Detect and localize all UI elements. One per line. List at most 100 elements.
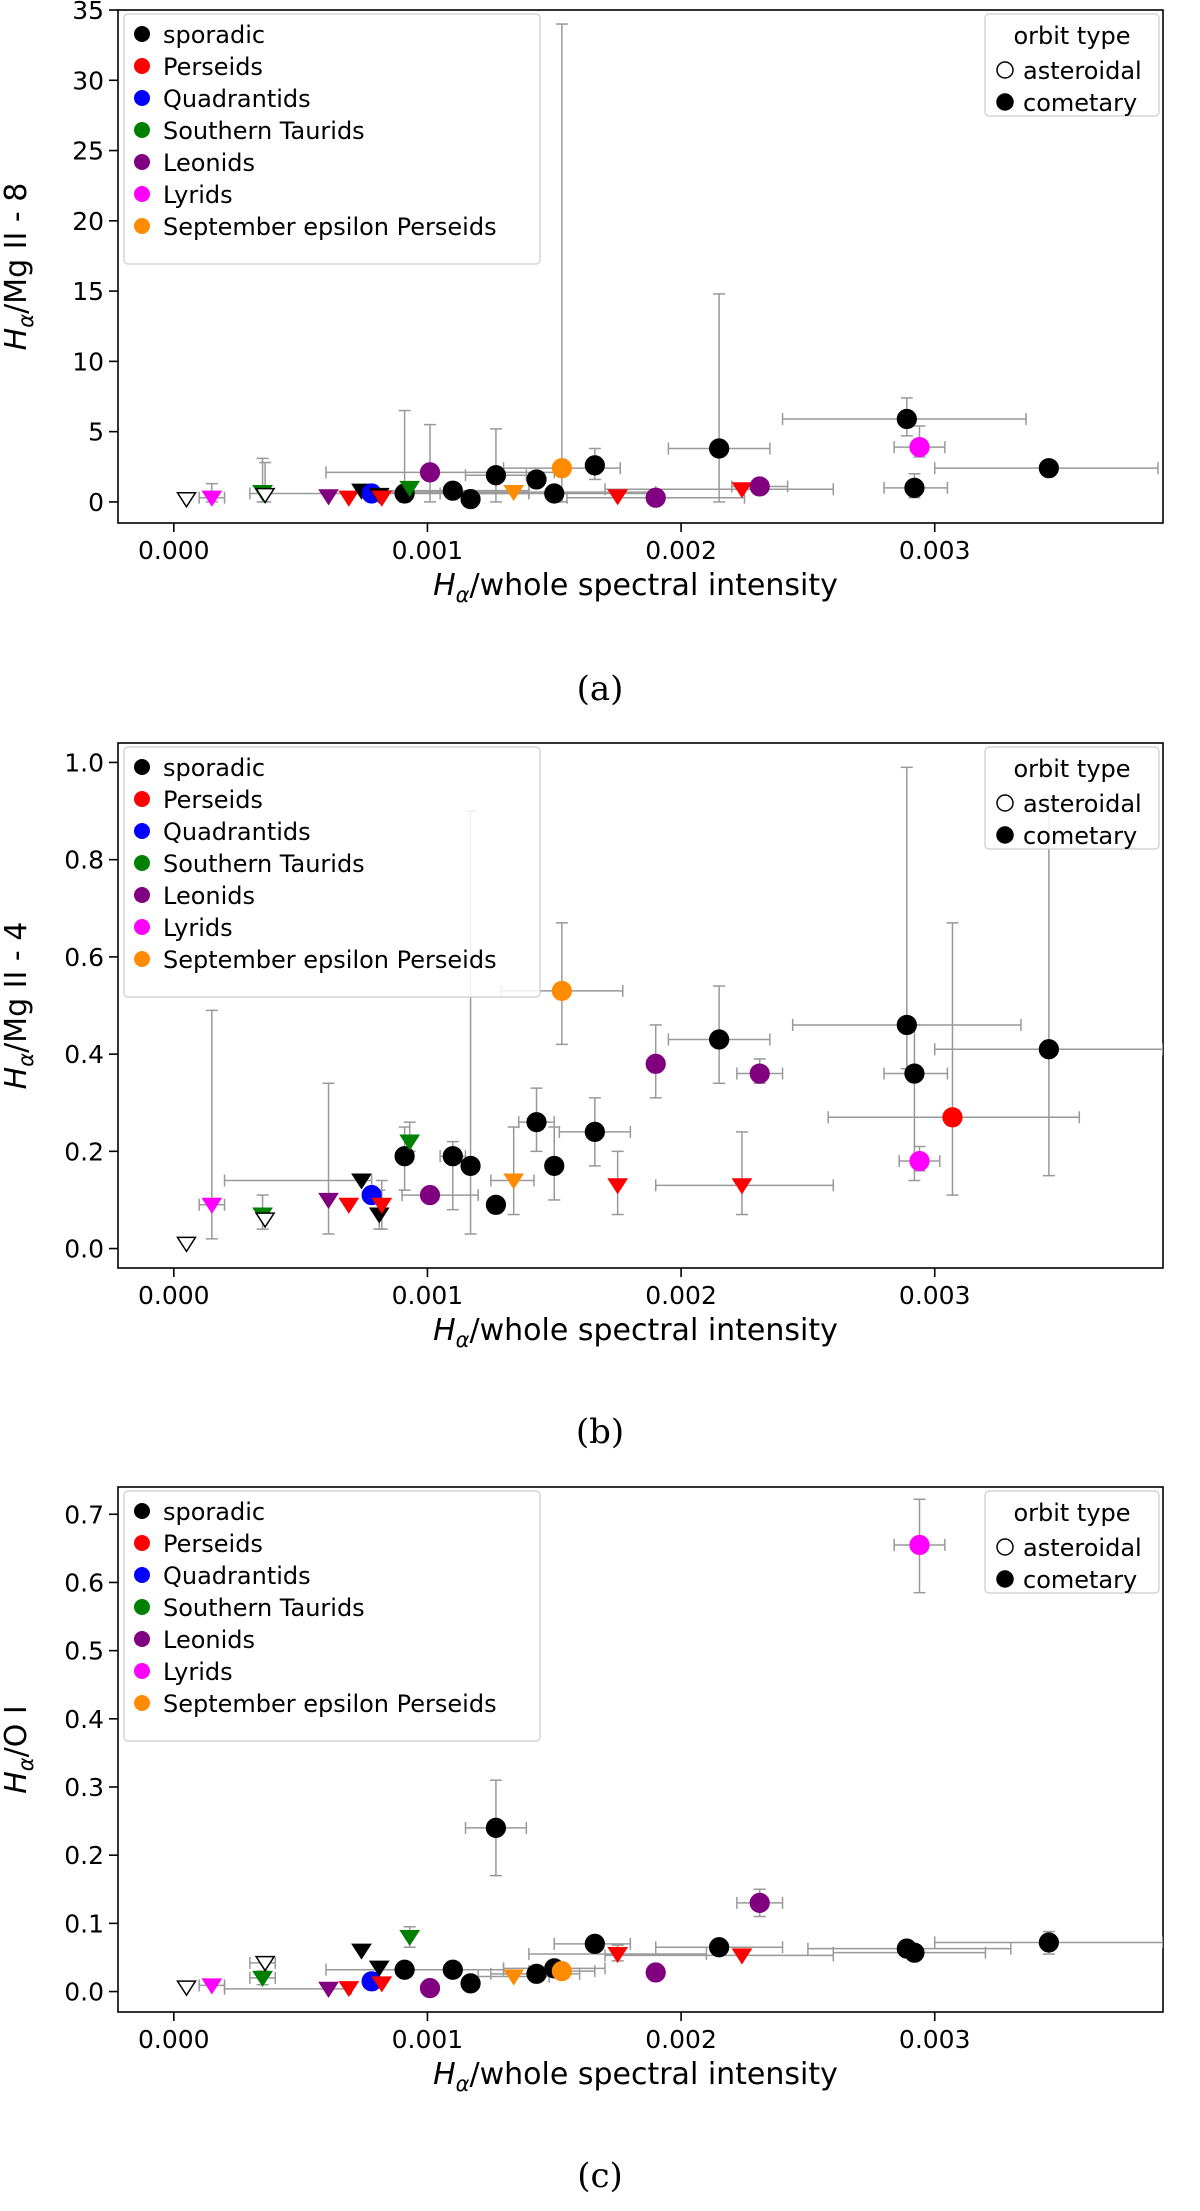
legend-marker	[134, 1631, 150, 1647]
y-tick-label: 35	[72, 0, 104, 25]
data-point	[904, 477, 925, 498]
y-axis-label: Hα/Mg II - 4	[0, 922, 38, 1090]
scatter-panel-3: 0.000 0.001 0.002 0.003 0.0 0.1 0.2 0.3 0.4 0.5 0.…	[0, 1486, 1164, 2096]
data-point	[252, 1970, 273, 1987]
y-axis-label-rest: /Mg II - 4	[0, 922, 34, 1053]
data-point	[584, 1933, 605, 1954]
data-point	[176, 492, 197, 509]
data-point	[485, 1817, 507, 1839]
data-point	[584, 455, 605, 476]
data-point	[318, 1981, 339, 1998]
x-tick-label: 0.002	[645, 1281, 717, 1310]
y-tick-label: 0.1	[64, 1909, 104, 1938]
data-point	[551, 980, 572, 1002]
y-tick-label: 5	[88, 418, 104, 447]
legend-marker	[134, 919, 150, 935]
x-axis-label-rest: /whole spectral intensity	[470, 568, 838, 603]
x-axis-label-rest: /whole spectral intensity	[470, 1313, 838, 1348]
data-point	[368, 1960, 390, 1977]
data-point	[394, 1959, 415, 1980]
data-point	[909, 1150, 930, 1172]
y-axis-label-h: H	[0, 1771, 34, 1794]
legend-marker	[134, 58, 150, 74]
data-point	[942, 1107, 963, 1128]
data-point	[731, 1178, 753, 1195]
x-axis-label-rest: /whole spectral intensity	[470, 2057, 838, 2092]
y-tick-label: 1.0	[64, 748, 104, 777]
legend-title: orbit type	[1013, 1499, 1130, 1527]
legend-entry: Quadrantids	[163, 818, 311, 846]
legend-marker	[134, 1567, 150, 1583]
legend-entry: Perseids	[163, 786, 263, 814]
y-axis-label-h: H	[0, 1067, 34, 1090]
x-axis-label-h: H	[433, 1313, 456, 1348]
legend-title: orbit type	[1013, 755, 1130, 783]
data-point	[371, 1197, 393, 1214]
series-legend: sporadic Perseids Quadrantids Southern Taur…	[123, 13, 541, 265]
legend-entry: Lyrids	[163, 1658, 233, 1686]
x-tick-label: 0.000	[138, 536, 210, 565]
data-point	[544, 483, 565, 504]
data-point	[731, 1948, 753, 1965]
y-tick-label: 0.2	[64, 1841, 104, 1870]
series-legend: sporadic Perseids Quadrantids Southern Taur…	[123, 746, 541, 998]
legend-marker	[134, 951, 150, 967]
data-point	[460, 489, 481, 510]
x-tick-label: 0.000	[138, 2025, 210, 2054]
data-point	[526, 469, 547, 490]
x-axis-label-sub: α	[456, 2072, 470, 2096]
data-point	[419, 1978, 441, 1999]
data-point	[607, 1947, 629, 1964]
y-tick-label: 30	[72, 66, 104, 95]
legend-marker	[134, 186, 150, 202]
legend-box	[984, 746, 1160, 850]
panel-caption: (a)	[577, 669, 624, 709]
y-tick-label: 0.0	[64, 1235, 104, 1264]
data-point	[709, 1029, 730, 1050]
data-point	[909, 437, 930, 458]
legend-marker	[996, 1538, 1014, 1556]
legend-marker	[134, 1663, 150, 1679]
legend-marker	[996, 826, 1014, 844]
data-point	[1038, 458, 1059, 479]
data-point	[338, 1197, 360, 1214]
legend-entry: sporadic	[163, 21, 265, 49]
x-axis-label-sub: α	[456, 583, 470, 607]
data-point	[254, 1212, 276, 1229]
y-tick-label: 0.3	[64, 1773, 104, 1802]
data-point	[460, 1155, 481, 1177]
data-point	[254, 1955, 276, 1972]
y-tick-label: 15	[72, 277, 104, 306]
data-layer	[176, 23, 1159, 510]
legend-entry: cometary	[1023, 1566, 1137, 1594]
legend-entry: Leonids	[163, 882, 255, 910]
x-tick-label: 0.001	[392, 536, 464, 565]
data-point	[544, 1155, 565, 1177]
legend-marker	[134, 26, 150, 42]
legend-marker	[134, 759, 150, 775]
data-point	[526, 1963, 547, 1984]
x-axis-label-h: H	[433, 2057, 456, 2092]
legend-marker	[134, 823, 150, 839]
data-point	[503, 485, 525, 502]
data-point	[371, 1976, 393, 1993]
x-tick-label: 0.001	[392, 2025, 464, 2054]
legend-entry: Perseids	[163, 1530, 263, 1558]
x-axis-label-h: H	[433, 568, 456, 603]
data-point	[442, 1146, 463, 1167]
data-point	[442, 480, 463, 501]
legend-box	[984, 13, 1160, 117]
data-point	[645, 487, 666, 508]
legend-box	[984, 1490, 1160, 1594]
legend-entry: sporadic	[163, 1498, 265, 1526]
y-tick-label: 20	[72, 207, 104, 236]
data-point	[709, 438, 730, 459]
x-axis-label-sub: α	[456, 1328, 470, 1352]
data-point	[176, 1980, 197, 1997]
legend-entry: asteroidal	[1023, 57, 1142, 85]
legend-entry: Leonids	[163, 1626, 255, 1654]
orbit-legend: orbit type asteroidal cometary	[984, 1490, 1160, 1594]
data-point	[338, 490, 360, 507]
data-point	[896, 408, 917, 430]
data-point	[749, 476, 770, 497]
